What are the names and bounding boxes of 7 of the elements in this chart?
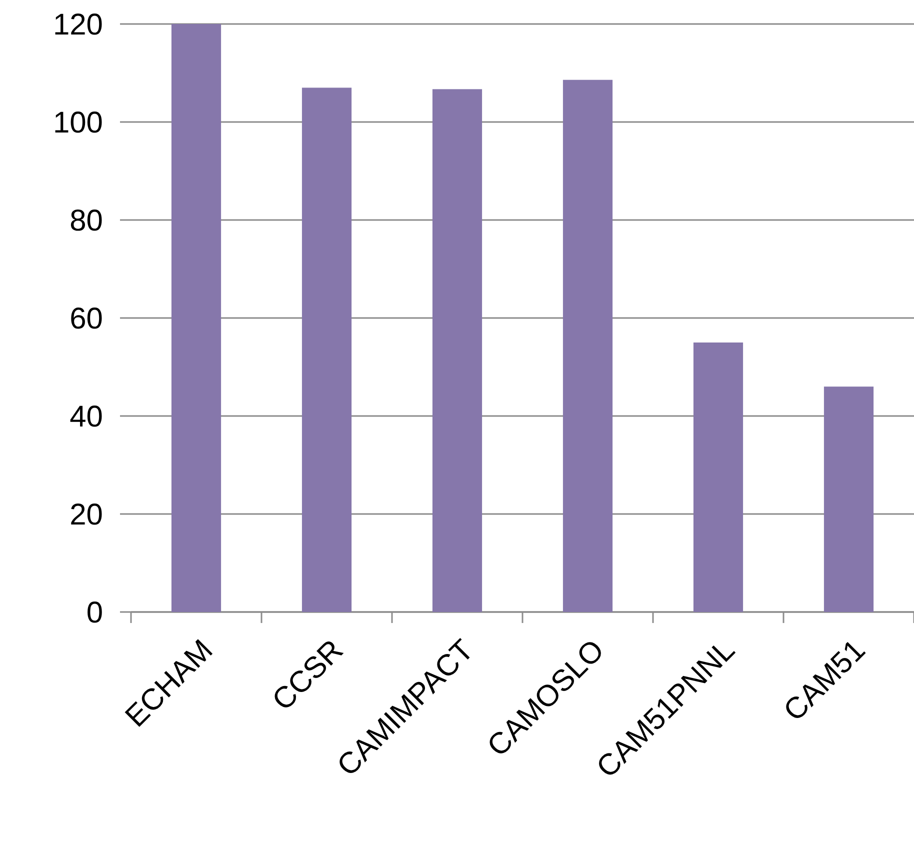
y-tick-label: 40 [70,400,103,434]
y-tick-label: 100 [52,106,103,140]
y-tick-label: 60 [70,302,103,336]
y-tick-label: 120 [52,8,103,42]
y-tick-label: 80 [70,204,103,238]
y-tick-label: 0 [86,596,103,630]
y-tick-label: 20 [70,498,103,532]
